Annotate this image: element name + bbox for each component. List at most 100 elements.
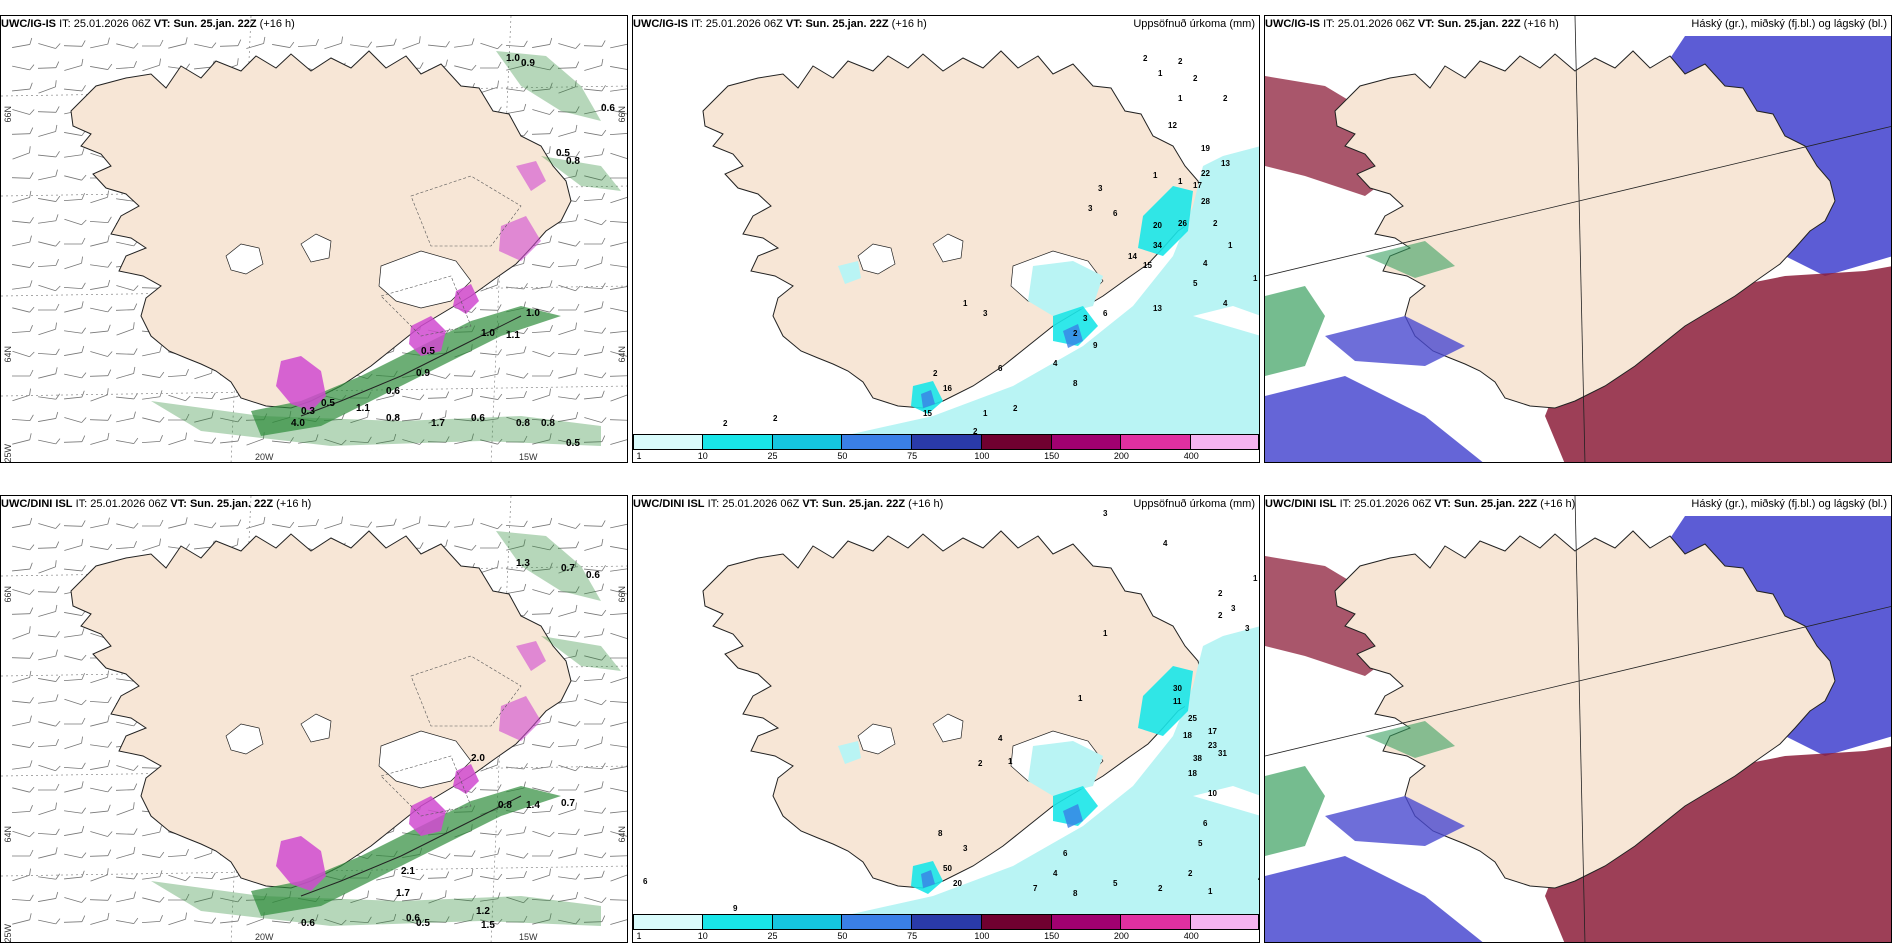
wind-barb [480, 918, 503, 925]
wind-barb [193, 392, 216, 400]
panel-title: UWC/DINI ISL IT: 25.01.2026 06Z VT: Sun.… [633, 498, 943, 510]
wind-barb [402, 36, 421, 50]
value-label: 0.5 [566, 438, 580, 449]
wind-barb [454, 868, 474, 881]
wind-barb [38, 523, 61, 529]
value-label: 3 [983, 309, 988, 318]
value-label: 4 [1203, 259, 1208, 268]
wind-barb [12, 388, 31, 402]
value-label: 4 [1223, 299, 1228, 308]
wind-barb [194, 437, 217, 444]
cloud-area [1265, 556, 1405, 676]
wind-barb [609, 375, 627, 377]
map-canvas[interactable]: 1.3 0.70.62.00.8 1.4 0.72.11.70.60.51.21.50… [1, 496, 628, 943]
value-label: 12 [1168, 121, 1177, 130]
wind-barb [610, 766, 627, 770]
valid-time: VT: Sun. 25.jan. 22Z [1417, 18, 1521, 30]
wind-barb [64, 237, 86, 245]
glacier-outline [932, 233, 964, 263]
value-label: 1.2 [476, 906, 490, 917]
colorbar-tick-label: 10 [697, 451, 708, 461]
wind-barb [64, 345, 85, 356]
wind-barb [376, 518, 397, 528]
value-label: 2 [933, 369, 938, 378]
wind-gust-area [453, 284, 479, 314]
wind-barb [115, 828, 138, 835]
wind-barb [64, 538, 84, 551]
init-time-label: IT: [691, 18, 703, 30]
value-label: 1.7 [431, 418, 445, 429]
wind-barb [609, 132, 627, 136]
wind-barb [142, 825, 162, 837]
wind-barb [12, 280, 33, 290]
wind-barb [609, 855, 627, 857]
wind-barb [610, 177, 627, 179]
wind-barb [12, 190, 32, 203]
wind-barb [12, 517, 33, 528]
value-label: 1 [1228, 241, 1233, 250]
wind-barb [479, 304, 502, 311]
wind-barb [427, 391, 450, 399]
value-label: 6 [1203, 819, 1208, 828]
wind-barb [531, 414, 554, 422]
wind-barb [324, 918, 347, 926]
wind-barb [402, 394, 425, 401]
wind-barb [12, 544, 35, 551]
wind-barb [64, 218, 87, 226]
wind-barb [350, 521, 373, 528]
wind-gust-area [516, 161, 546, 191]
model-name: UWC/DINI ISL [1265, 498, 1337, 510]
wind-barb [168, 432, 187, 446]
wind-barb [64, 327, 87, 334]
wind-gust-area [516, 641, 546, 671]
wind-barb [376, 38, 397, 48]
wind-barb [402, 516, 421, 530]
colorbar-tick-label: 75 [907, 931, 918, 941]
wind-barb [220, 914, 241, 924]
map-canvas[interactable] [1265, 496, 1892, 943]
wind-barb [427, 916, 450, 923]
wind-barb [90, 235, 110, 247]
wind-barb [558, 240, 581, 247]
wind-barb [584, 717, 606, 725]
wind-barb [402, 892, 423, 902]
wind-barb [38, 438, 61, 445]
wind-barb [558, 764, 581, 772]
wind-barb [11, 894, 34, 902]
lead-time: (+16 h) [1540, 498, 1576, 510]
wind-barb [64, 417, 87, 423]
wind-barb [557, 541, 580, 549]
map-canvas[interactable] [1265, 16, 1892, 463]
colorbar-tick-label: 100 [974, 451, 990, 461]
axis-label: 15W [519, 932, 538, 942]
value-label: 23 [1208, 741, 1217, 750]
wind-barb [115, 541, 137, 550]
wind-barb [532, 433, 552, 445]
wind-barb [64, 390, 85, 400]
value-label: 0.5 [421, 346, 435, 357]
map-canvas[interactable]: 1.0 0.90.60.50.81.0 1.11.00.60.90.50.30.54… [1, 16, 628, 463]
wind-barb [532, 64, 555, 71]
map-canvas[interactable]: 3412323130251117182338311810561412835020… [633, 496, 1260, 943]
wind-barb [11, 127, 34, 135]
cloud-area [1365, 241, 1455, 278]
wind-barb [12, 37, 33, 48]
value-label: 18 [1188, 769, 1197, 778]
wind-gust-area [276, 836, 326, 891]
wind-barb [583, 40, 606, 47]
wind-barb [12, 146, 31, 160]
wind-barb [454, 518, 475, 528]
colorbar-tick-label: 150 [1044, 931, 1060, 941]
wind-barb [64, 781, 84, 793]
wind-barb [38, 604, 58, 617]
wind-barb [142, 345, 162, 357]
wind-barb [610, 523, 627, 529]
wind-barb [116, 285, 139, 291]
panel-title: UWC/IG-IS IT: 25.01.2026 06Z VT: Sun. 25… [633, 18, 927, 30]
wind-barb [11, 607, 34, 615]
cloud-area [1265, 376, 1483, 462]
colorbar-tick-label: 400 [1183, 931, 1199, 941]
axis-label: 64N [3, 346, 13, 363]
wind-barb [141, 435, 163, 444]
